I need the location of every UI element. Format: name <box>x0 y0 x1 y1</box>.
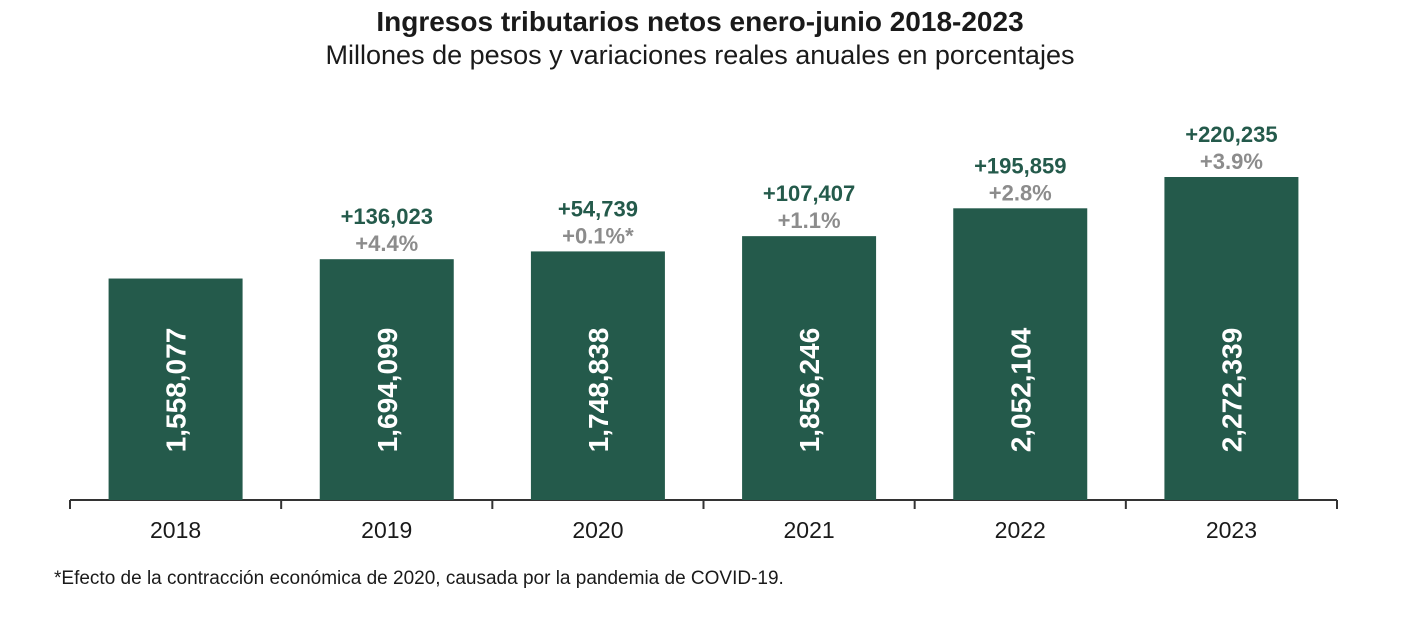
percent-change-label: +1.1% <box>778 208 841 233</box>
bar-value-label: 1,558,077 <box>161 328 192 453</box>
bar <box>319 259 454 500</box>
x-tick-label: 2021 <box>783 517 834 543</box>
bar-value-label: 1,694,099 <box>372 328 403 453</box>
increase-label: +136,023 <box>341 204 433 229</box>
x-tick-label: 2022 <box>995 517 1046 543</box>
bar <box>108 278 243 500</box>
bar <box>1164 177 1299 500</box>
increase-label: +54,739 <box>558 196 638 221</box>
bar <box>742 236 877 500</box>
increase-label: +195,859 <box>974 153 1066 178</box>
bar-value-label: 2,272,339 <box>1216 328 1247 453</box>
percent-change-label: +4.4% <box>355 231 418 256</box>
percent-change-label: +2.8% <box>989 180 1052 205</box>
x-tick-label: 2019 <box>361 517 412 543</box>
bar <box>530 251 665 500</box>
increase-label: +107,407 <box>763 181 855 206</box>
percent-change-label: +3.9% <box>1200 149 1263 174</box>
bar-chart: 1,558,077 2018 1,694,099 2019 +136,023+4.4% 1… <box>69 122 1338 543</box>
x-tick-label: 2023 <box>1206 517 1257 543</box>
bar-value-label: 1,856,246 <box>794 328 825 453</box>
bar-value-label: 1,748,838 <box>583 328 614 453</box>
x-tick-label: 2020 <box>572 517 623 543</box>
chart-subtitle: Millones de pesos y variaciones reales a… <box>325 40 1075 70</box>
percent-change-label: +0.1%* <box>562 223 634 248</box>
chart-title: Ingresos tributarios netos enero-junio 2… <box>376 6 1024 37</box>
increase-label: +220,235 <box>1185 122 1277 147</box>
bar-value-label: 2,052,104 <box>1005 327 1036 452</box>
footnote: *Efecto de la contracción económica de 2… <box>54 568 784 589</box>
x-tick-label: 2018 <box>150 517 201 543</box>
bar <box>953 208 1088 500</box>
